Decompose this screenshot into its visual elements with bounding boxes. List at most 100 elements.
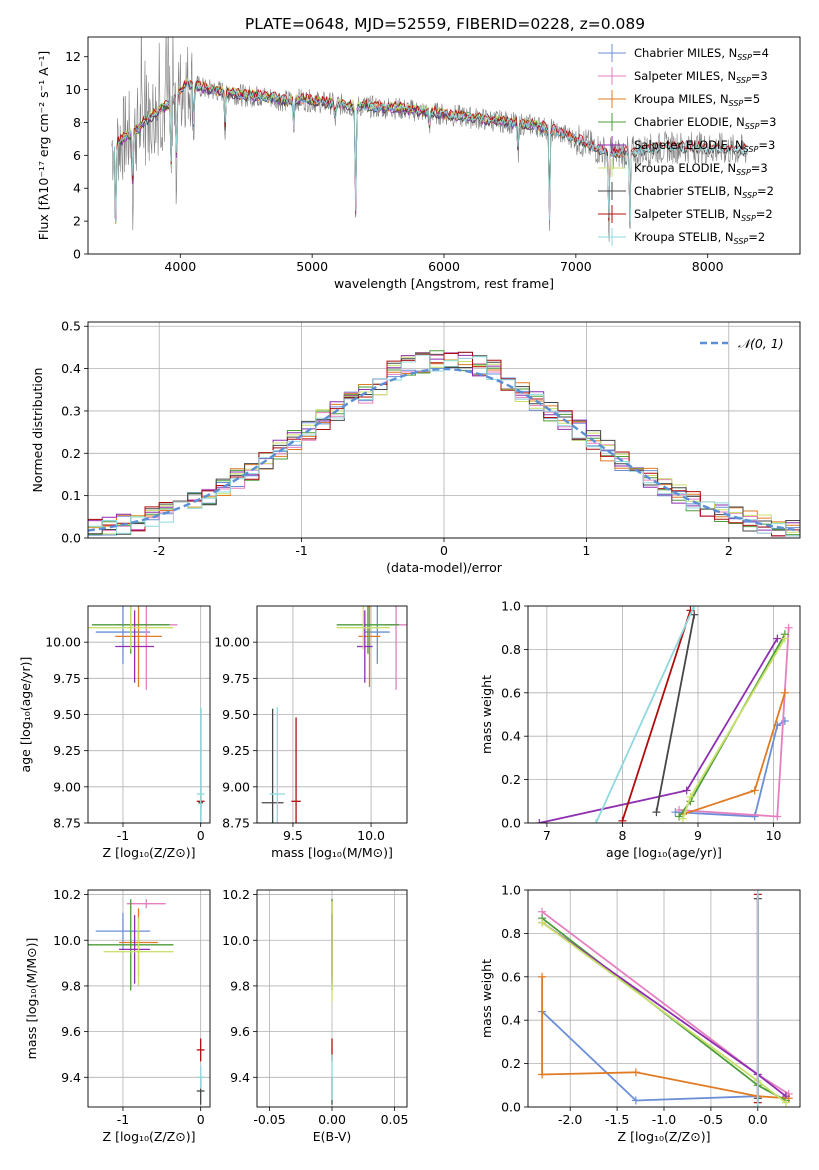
y-tick-label: 4	[73, 181, 81, 196]
legend-suffix: =3	[758, 138, 775, 152]
y-tick-label: 9.25	[222, 743, 250, 758]
x-tick-label: -0.5	[699, 1112, 723, 1127]
x-tick-label: 10	[766, 828, 782, 843]
legend-subscript: SSP	[737, 53, 752, 62]
ticks-mass-vs-Z: -1 0 9.4 9.6 9.8 10.0 10.2	[53, 887, 205, 1127]
plot-area-age-vs-Z	[88, 606, 205, 823]
x-tick-label: 9.5	[283, 828, 303, 843]
y-tick-label: 10	[65, 82, 81, 97]
errorbar-point	[115, 610, 155, 683]
axes-frame	[87, 36, 801, 255]
y-tick-label: 2	[73, 214, 81, 229]
errorbar-point	[126, 899, 166, 909]
y-tick-label: 10.00	[214, 635, 250, 650]
legend-label: Chabrier ELODIE, NSSP=3	[634, 115, 776, 131]
legend-suffix: =2	[756, 207, 773, 221]
y-tick-label: 0.2	[501, 1056, 521, 1071]
errorbar-point	[336, 606, 390, 650]
figure-title: PLATE=0648, MJD=52559, FIBERID=0228, z=0…	[245, 15, 645, 33]
spectrum-model-line	[114, 78, 748, 222]
axes-frame	[527, 605, 801, 824]
y-axis-label: mass weight	[479, 959, 494, 1038]
errorbar-point	[95, 606, 151, 664]
plot-area-age-vs-mass	[261, 606, 407, 823]
y-tick-label: 9.00	[53, 779, 81, 794]
legend-suffix: =3	[751, 69, 768, 83]
legend-text: Chabrier MILES, N	[634, 46, 737, 60]
errorbar-point	[196, 1065, 205, 1089]
x-tick-label: 7000	[560, 259, 592, 274]
legend-label: Chabrier STELIB, NSSP=2	[634, 184, 774, 200]
y-tick-label: 10.2	[222, 887, 250, 902]
errorbar-point	[196, 707, 205, 823]
y-axis-label: mass weight	[479, 675, 494, 754]
x-tick-label: 2	[725, 543, 733, 558]
ticks-age-vs-Z: -1 0 8.75 9.00 9.25 9.50 9.75 10.00	[45, 635, 204, 843]
plot-area-weight-vs-Z	[538, 890, 793, 1107]
legend-subscript: SSP	[741, 214, 756, 223]
legend-label: Kroupa MILES, NSSP=5	[634, 92, 760, 108]
axes-frame	[256, 889, 408, 1108]
x-tick-label: -2.0	[558, 1112, 582, 1127]
y-tick-label: 9.6	[230, 1024, 250, 1039]
errorbar-point	[115, 606, 162, 688]
legend-subscript: SSP	[744, 145, 759, 154]
plot-area-spectrum	[111, 37, 748, 242]
panel-age-vs-mass: 9.5 10.0 8.75 9.00 9.25 9.50 9.75 10.00 mass [lo…	[214, 605, 408, 860]
x-tick-label: 0.05	[381, 1112, 409, 1127]
legend-text: Salpeter ELODIE, N	[634, 138, 744, 152]
legend-label: Chabrier MILES, NSSP=4	[634, 46, 769, 62]
y-axis-label: Normed distribution	[30, 368, 45, 493]
y-tick-label: 0.6	[501, 969, 521, 984]
y-tick-label: 10.0	[53, 933, 81, 948]
normal-curve	[88, 367, 800, 532]
weight-series-line	[621, 610, 692, 822]
legend-subscript: SSP	[729, 99, 744, 108]
x-tick-label: 8000	[692, 259, 724, 274]
y-tick-label: 0.4	[61, 361, 81, 376]
errorbar-point	[357, 610, 373, 683]
y-axis-label: mass [log₁₀(M/M⊙)]	[24, 938, 39, 1060]
ticks-weight-vs-Z: -2.0 -1.5 -1.0 -0.5 0.0 0.0 0.2 0.4 0.6 0.8 1.0	[501, 883, 768, 1128]
x-tick-label: 4000	[164, 259, 196, 274]
x-tick-label: 10.0	[357, 828, 385, 843]
y-tick-label: 0.8	[501, 642, 521, 657]
errorbar-point	[291, 717, 301, 823]
x-tick-label: -1	[117, 1112, 129, 1127]
legend-text: Kroupa ELODIE, N	[634, 161, 736, 175]
x-axis-label: (data-model)/error	[386, 560, 503, 575]
y-tick-label: 10.2	[53, 887, 81, 902]
x-tick-label: -1	[117, 828, 129, 843]
y-tick-label: 12	[65, 49, 81, 64]
weight-series-line	[541, 910, 790, 1095]
errorbar-point	[119, 915, 151, 984]
x-axis-label: wavelength [Angstrom, rest frame]	[334, 276, 554, 291]
legend-suffix: =4	[752, 46, 769, 60]
legend-subscript: SSP	[736, 76, 751, 85]
axes-frame	[527, 889, 801, 1108]
panel-mass-vs-EBV: -0.05 0.00 0.05 9.4 9.6 9.8 10.0 10.2 E(B-V)	[222, 887, 408, 1144]
y-tick-label: 9.8	[61, 978, 81, 993]
plot-area-residuals	[88, 350, 800, 537]
y-tick-label: 0.2	[61, 446, 81, 461]
ticks-mass-vs-EBV: -0.05 0.00 0.05 9.4 9.6 9.8 10.0 10.2	[222, 887, 408, 1127]
y-tick-label: 0	[73, 247, 81, 262]
x-tick-label: 7	[543, 828, 551, 843]
legend-label: Salpeter ELODIE, NSSP=3	[634, 138, 775, 154]
y-tick-label: 0.2	[501, 772, 521, 787]
y-tick-label: 9.75	[222, 671, 250, 686]
x-tick-label: 8	[618, 828, 626, 843]
legend-suffix: =3	[760, 115, 777, 129]
x-tick-label: 0	[440, 543, 448, 558]
legend-label: Salpeter MILES, NSSP=3	[634, 69, 768, 85]
y-tick-label: 9.50	[222, 707, 250, 722]
y-tick-label: 9.6	[61, 1024, 81, 1039]
weight-series-line	[541, 1010, 758, 1102]
y-tick-label: 0.3	[61, 403, 81, 418]
y-tick-label: 0.5	[61, 319, 81, 334]
x-axis-label: Z [log₁₀(Z/Z⊙)]	[618, 1129, 711, 1144]
x-tick-label: 0.00	[318, 1112, 346, 1127]
panel-age-vs-Z: -1 0 8.75 9.00 9.25 9.50 9.75 10.00 Z [log₁₀(Z/Z…	[18, 605, 211, 860]
legend-text: Chabrier STELIB, N	[634, 184, 742, 198]
